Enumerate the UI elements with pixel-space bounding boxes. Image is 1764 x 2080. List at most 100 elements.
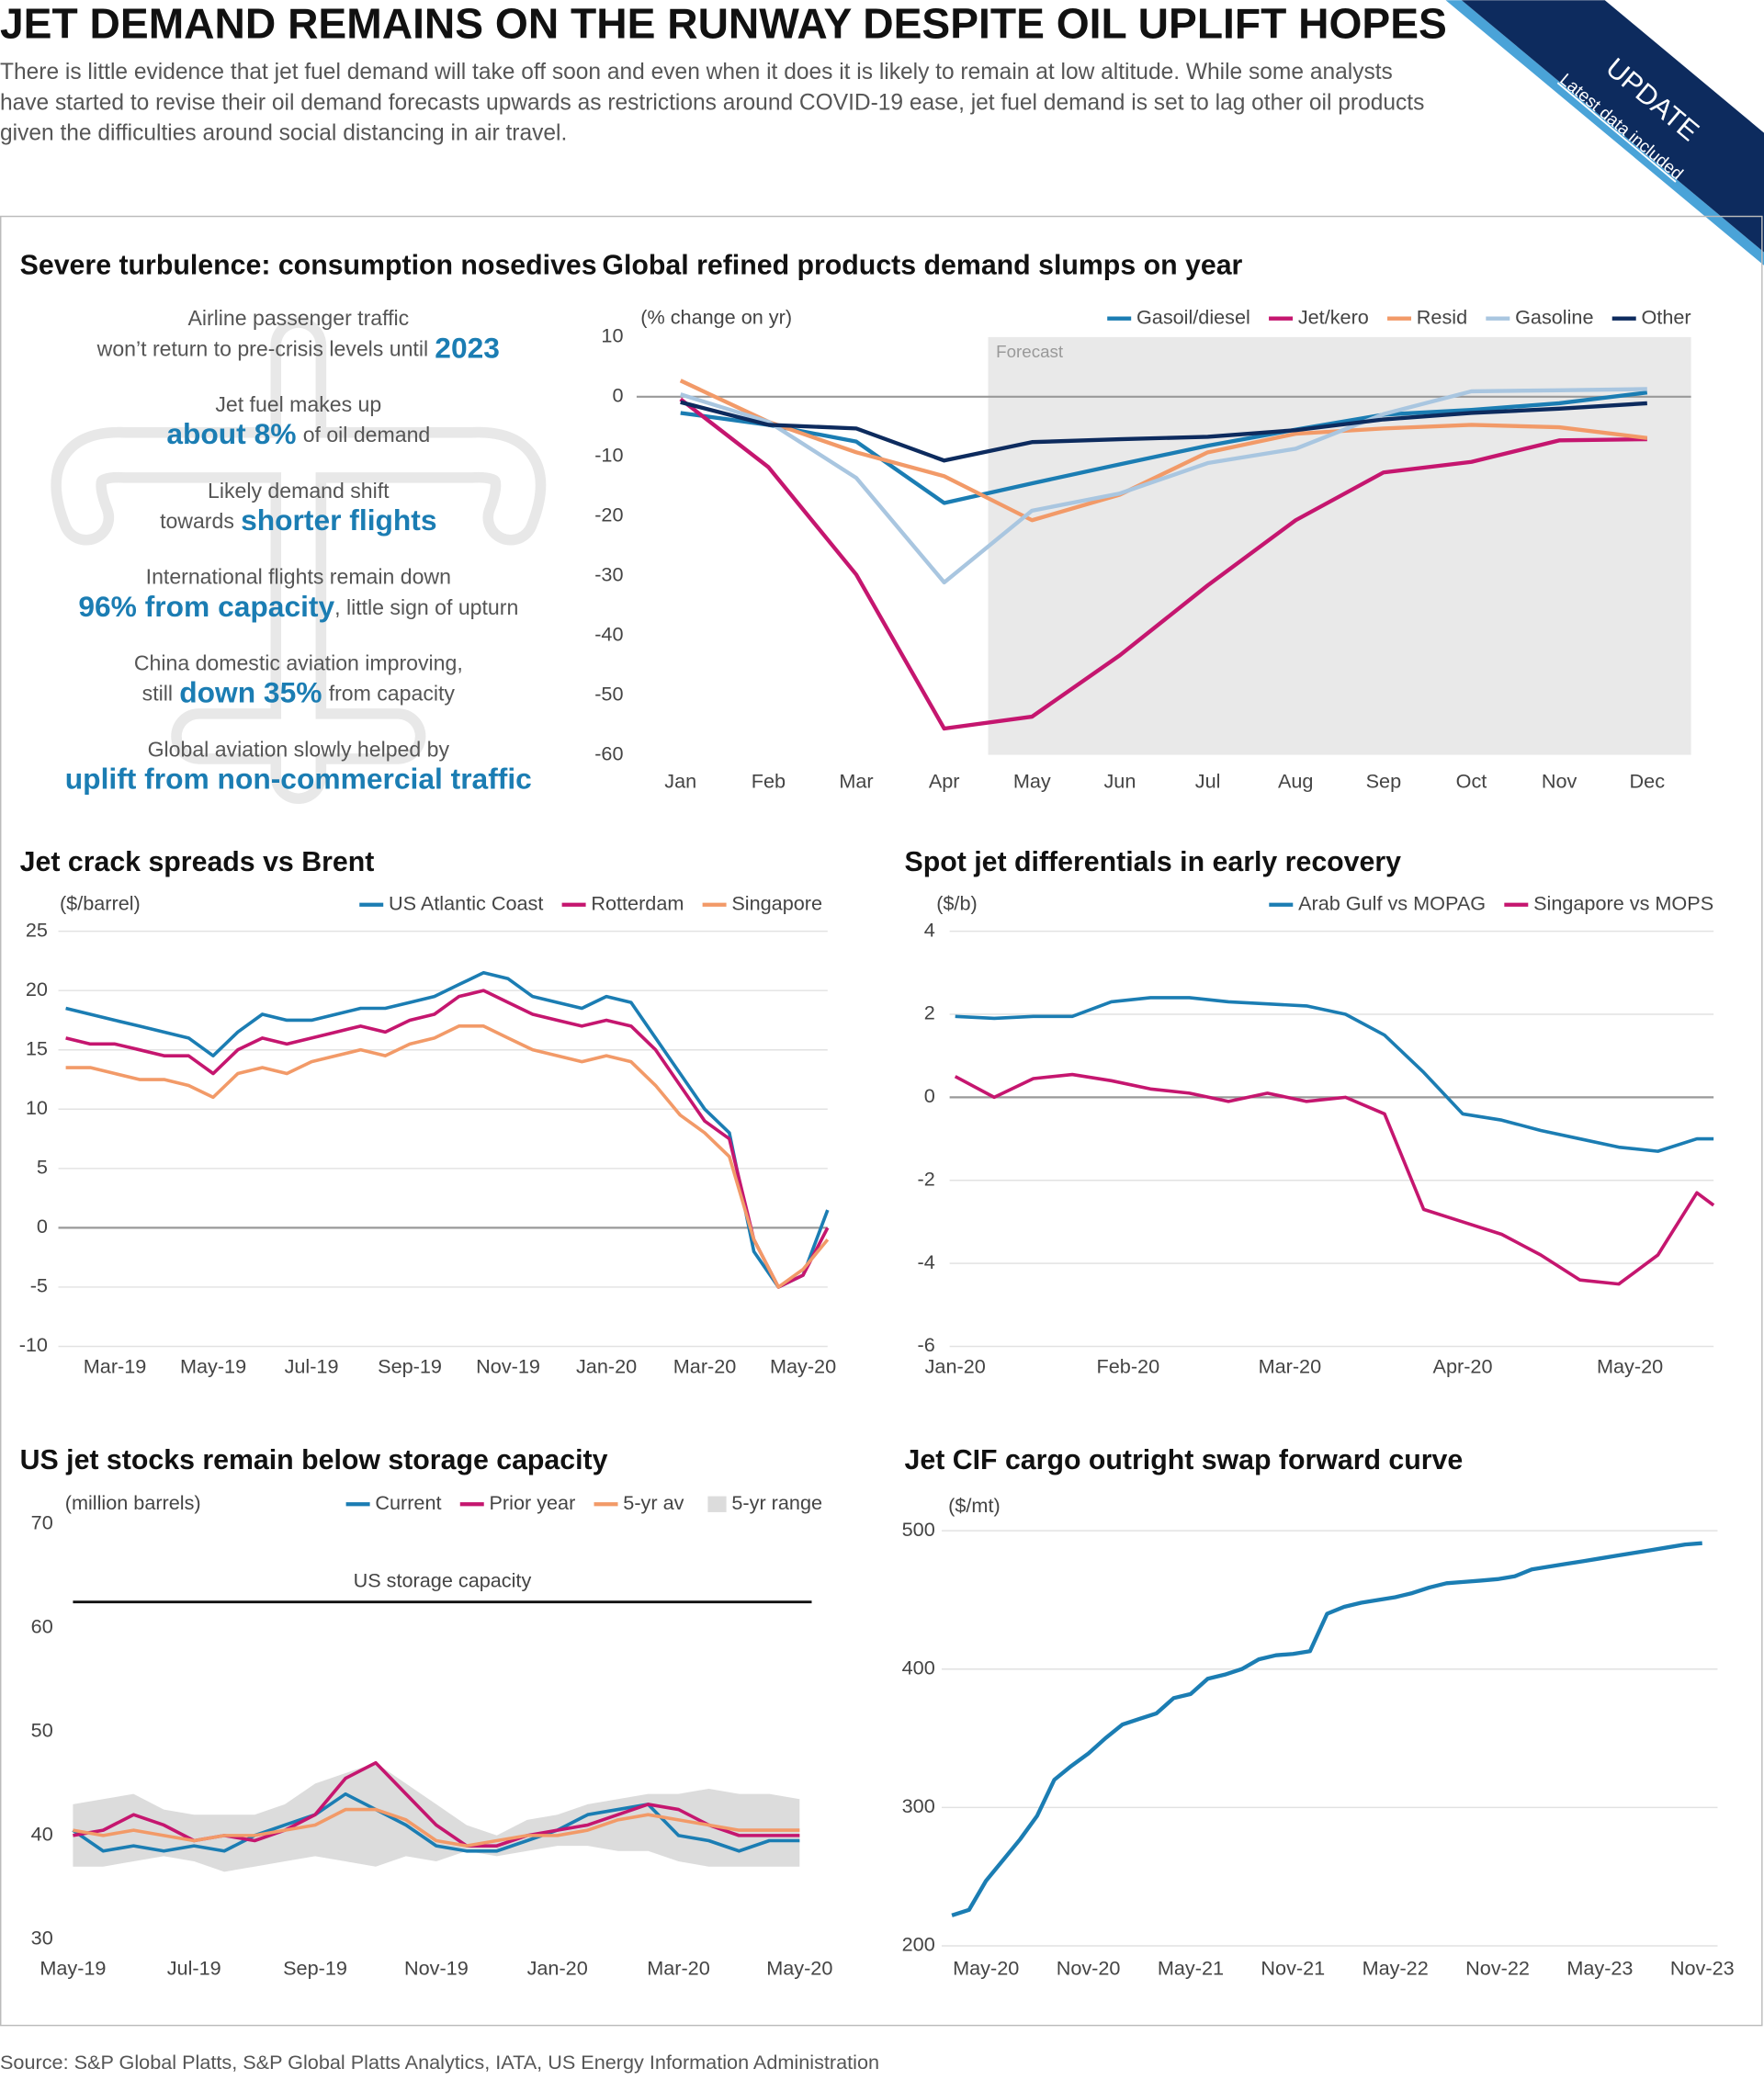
x-tick-label: Jan-20 — [576, 1354, 637, 1377]
source: Source: S&P Global Platts, S&P Global Pl… — [0, 2051, 879, 2074]
x-tick-label: Jul-19 — [285, 1354, 339, 1377]
y-axis-label: ($/b) — [936, 891, 978, 914]
x-tick-label: Dec — [1630, 770, 1666, 793]
legend-label: Gasoline — [1515, 305, 1593, 328]
y-tick-label: 2 — [924, 1001, 935, 1024]
panel-lead: Airline passenger traffic — [187, 306, 409, 330]
x-tick-label: May-21 — [1158, 1957, 1224, 1980]
x-tick-label: Nov-19 — [476, 1354, 540, 1377]
series-line — [65, 1024, 830, 1289]
panel-highlight: 96% from capacity — [78, 590, 334, 623]
panel-title: Severe turbulence: consumption nosedives — [20, 250, 597, 280]
y-tick-label: 10 — [26, 1096, 48, 1119]
y-axis-label: ($/mt) — [948, 1494, 1001, 1517]
y-tick-label: 5 — [37, 1156, 48, 1179]
series-line — [680, 387, 1647, 585]
x-tick-label: Feb — [752, 770, 786, 793]
x-tick-label: Jan-20 — [527, 1957, 588, 1980]
x-tick-label: Nov — [1542, 770, 1577, 793]
y-tick-label: -60 — [594, 741, 623, 764]
y-tick-label: 20 — [26, 978, 48, 1000]
y-tick-label: -5 — [30, 1274, 48, 1297]
legend-label: Singapore vs MOPS — [1533, 891, 1713, 914]
panel-line: about 8% of oil demand — [166, 418, 430, 451]
y-tick-label: -10 — [19, 1333, 48, 1356]
panel-pre: won’t return to pre-crisis levels until — [96, 336, 428, 360]
panel-line: still down 35% from capacity — [142, 676, 456, 709]
panel-lead: Jet fuel makes up — [215, 392, 381, 416]
legend-label: Other — [1641, 305, 1690, 328]
x-tick-label: Sep-19 — [378, 1354, 442, 1377]
chart-title: Jet crack spreads vs Brent — [20, 847, 375, 877]
legend-label: Gasoil/diesel — [1136, 305, 1250, 328]
panel-post: from capacity — [329, 682, 456, 706]
subtitle: There is little evidence that jet fuel d… — [0, 60, 1393, 85]
legend-swatch — [707, 1496, 727, 1512]
plane-outline — [51, 317, 547, 805]
page-title: JET DEMAND REMAINS ON THE RUNWAY DESPITE… — [0, 0, 1447, 47]
x-tick-label: May-19 — [40, 1957, 106, 1980]
y-tick-label: -2 — [917, 1167, 934, 1190]
x-tick-label: Jan-20 — [925, 1354, 986, 1377]
subtitle: given the difficulties around social dis… — [0, 120, 567, 145]
y-axis-label: (% change on yr) — [640, 305, 792, 328]
chart-title: Spot jet differentials in early recovery — [905, 847, 1402, 877]
legend-label: Rotterdam — [591, 891, 684, 914]
badge — [1461, 0, 1764, 253]
y-tick-label: 0 — [612, 384, 623, 407]
x-tick-label: Feb-20 — [1097, 1354, 1160, 1377]
legend-label: Resid — [1417, 305, 1467, 328]
y-tick-label: 400 — [902, 1656, 935, 1679]
x-tick-label: May-20 — [953, 1957, 1019, 1980]
legend-label: Singapore — [731, 891, 822, 914]
x-tick-label: Mar-19 — [84, 1354, 147, 1377]
x-tick-label: Nov-19 — [404, 1957, 469, 1980]
y-tick-label: 50 — [31, 1719, 53, 1742]
panel-pre: still — [142, 682, 173, 706]
panel-post: of oil demand — [303, 423, 431, 447]
x-tick-label: Mar-20 — [647, 1957, 710, 1980]
y-tick-label: 70 — [31, 1511, 53, 1534]
series-line — [65, 989, 830, 1289]
legend-label: 5-yr range — [731, 1491, 822, 1514]
x-tick-label: May-22 — [1363, 1957, 1429, 1980]
y-tick-label: 10 — [601, 324, 623, 347]
legend-label: Current — [375, 1491, 441, 1514]
series-line — [680, 390, 1648, 505]
y-tick-label: 4 — [924, 918, 935, 941]
x-tick-label: May-19 — [180, 1354, 246, 1377]
y-tick-label: 15 — [26, 1036, 48, 1059]
series-line — [951, 1541, 1702, 1917]
x-tick-label: Mar — [839, 770, 873, 793]
frame — [0, 215, 1763, 2027]
y-tick-label: -30 — [594, 562, 623, 585]
chart-title: Global refined products demand slumps on… — [602, 250, 1242, 280]
y-tick-label: 300 — [902, 1794, 935, 1817]
series-line — [65, 971, 830, 1289]
y-tick-label: -10 — [594, 444, 623, 467]
chart-title: US jet stocks remain below storage capac… — [20, 1445, 608, 1475]
panel-lead: Global aviation slowly helped by — [148, 737, 450, 761]
x-tick-label: Nov-22 — [1465, 1957, 1530, 1980]
y-tick-label: 40 — [31, 1823, 53, 1846]
x-tick-label: Aug — [1278, 770, 1314, 793]
legend-label: 5-yr av — [623, 1491, 684, 1514]
panel-line: 96% from capacity, little sign of upturn — [78, 590, 518, 623]
y-tick-label: -40 — [594, 622, 623, 645]
chart-title: Jet CIF cargo outright swap forward curv… — [905, 1445, 1464, 1475]
range-band — [73, 1762, 800, 1872]
series-line — [955, 996, 1714, 1153]
x-tick-label: Nov-23 — [1670, 1957, 1735, 1980]
y-tick-label: 60 — [31, 1615, 53, 1638]
panel-line: uplift from non-commercial traffic — [65, 763, 532, 796]
x-tick-label: May — [1013, 770, 1051, 793]
series-line — [73, 1807, 800, 1848]
panel-highlight: 2023 — [435, 332, 500, 365]
x-tick-label: Nov-20 — [1057, 1957, 1121, 1980]
panel-lead: International flights remain down — [146, 565, 451, 589]
panel-pre: towards — [160, 509, 234, 533]
subtitle: have started to revise their oil demand … — [0, 90, 1424, 115]
x-tick-label: Jul-19 — [167, 1957, 221, 1980]
y-tick-label: 0 — [37, 1215, 48, 1238]
